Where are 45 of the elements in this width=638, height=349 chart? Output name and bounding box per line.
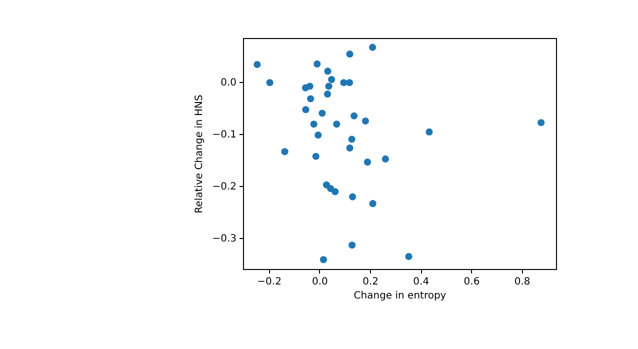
point [405, 253, 412, 260]
point [324, 90, 332, 98]
point [382, 155, 389, 162]
x-tick-label: 0.4 [413, 276, 430, 288]
x-tick-label: 0.8 [514, 276, 530, 288]
point [310, 120, 318, 128]
point [348, 136, 356, 143]
point [281, 148, 288, 156]
point [312, 152, 320, 160]
point [314, 132, 322, 139]
point [350, 112, 358, 120]
point [364, 158, 372, 166]
point [254, 60, 261, 68]
point [333, 120, 340, 128]
point [318, 110, 326, 117]
point [324, 68, 332, 75]
point [328, 76, 336, 84]
point [346, 144, 354, 152]
y-axis-title: Relative Change in HNS [194, 94, 206, 214]
y-tick-label: 0.0 [220, 78, 236, 89]
point [314, 60, 321, 68]
point [346, 50, 354, 58]
x-tick-label: 0.2 [362, 276, 378, 288]
x-tick-label: −0.2 [257, 276, 282, 288]
y-tick-label: −0.2 [212, 181, 236, 192]
point [349, 193, 356, 200]
x-axis-title: Change in entropy [354, 290, 446, 302]
point [266, 79, 274, 86]
point [369, 44, 376, 51]
point [348, 242, 356, 249]
point [325, 82, 332, 90]
point [346, 79, 354, 86]
x-tick-label: 0.0 [312, 276, 328, 288]
y-tick-label: −0.3 [212, 233, 236, 244]
point [306, 82, 314, 90]
point [320, 256, 327, 264]
point [426, 128, 433, 136]
point [302, 106, 310, 114]
point [369, 200, 376, 208]
y-tick-label: −0.1 [212, 130, 236, 141]
point [362, 118, 370, 125]
point [332, 188, 339, 196]
point [307, 95, 314, 102]
point [538, 119, 545, 126]
x-tick-label: 0.6 [464, 276, 480, 288]
